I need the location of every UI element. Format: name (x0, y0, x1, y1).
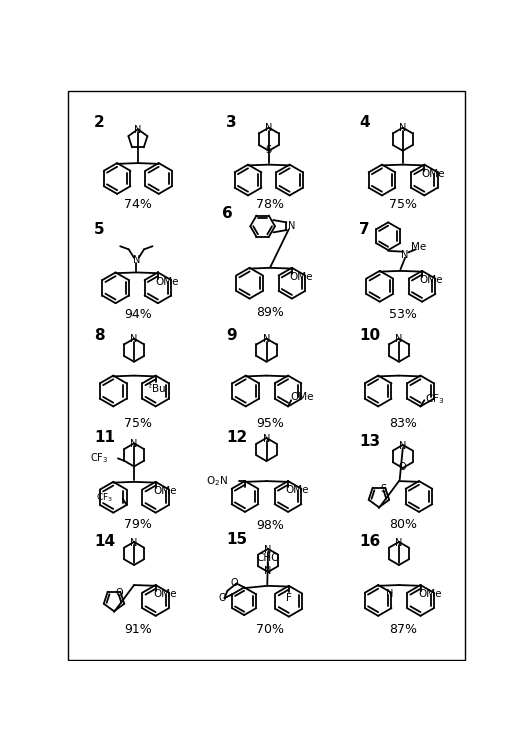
Text: 4: 4 (359, 114, 370, 130)
Text: OMe: OMe (153, 589, 177, 600)
Text: O: O (399, 462, 407, 473)
Text: 10: 10 (359, 328, 380, 343)
Text: CHO: CHO (256, 553, 280, 563)
Text: N: N (133, 255, 140, 265)
Text: N: N (395, 334, 402, 345)
Text: 14: 14 (94, 534, 115, 549)
Text: 95%: 95% (256, 417, 284, 430)
Text: N: N (395, 538, 402, 548)
Text: OMe: OMe (155, 276, 179, 287)
Text: 74%: 74% (124, 198, 152, 211)
Text: CF$_3$: CF$_3$ (96, 491, 113, 504)
Text: N: N (263, 434, 270, 444)
Text: S: S (381, 484, 387, 494)
Text: OMe: OMe (422, 169, 445, 179)
Text: 7: 7 (359, 222, 370, 237)
Text: 15: 15 (227, 532, 248, 547)
Text: OMe: OMe (420, 275, 443, 285)
Text: N: N (288, 221, 295, 231)
Text: 2: 2 (94, 114, 105, 130)
Text: 75%: 75% (389, 198, 417, 211)
Text: 83%: 83% (389, 417, 417, 430)
Text: N: N (131, 538, 138, 548)
Text: CF$_3$: CF$_3$ (425, 392, 444, 406)
Text: 16: 16 (359, 534, 380, 549)
Text: 91%: 91% (124, 623, 152, 636)
Text: 13: 13 (359, 434, 380, 449)
Text: N: N (265, 123, 272, 134)
Text: O: O (218, 593, 226, 603)
Text: N: N (264, 545, 272, 554)
Text: 11: 11 (94, 430, 115, 446)
Text: 8: 8 (94, 328, 105, 343)
Text: N: N (264, 566, 272, 576)
Text: OMe: OMe (290, 392, 314, 402)
Text: 80%: 80% (389, 518, 417, 531)
Text: 79%: 79% (124, 518, 152, 531)
Text: 75%: 75% (124, 417, 152, 430)
Text: F: F (286, 593, 292, 603)
Text: N: N (386, 588, 394, 599)
Text: 78%: 78% (256, 198, 284, 211)
Text: Me: Me (411, 242, 426, 252)
Text: 12: 12 (227, 430, 248, 446)
Text: N: N (263, 334, 270, 345)
Text: N: N (399, 441, 407, 451)
Text: 5: 5 (94, 222, 105, 237)
Text: 6: 6 (222, 207, 232, 221)
Text: 89%: 89% (256, 306, 284, 319)
Text: N: N (134, 125, 141, 135)
Text: 53%: 53% (389, 308, 417, 320)
Text: 98%: 98% (256, 519, 284, 532)
Text: O$_2$N: O$_2$N (206, 474, 228, 488)
Text: CF$_3$: CF$_3$ (90, 452, 109, 465)
Text: 70%: 70% (256, 623, 284, 636)
Text: N: N (399, 123, 407, 134)
Text: N: N (401, 250, 409, 260)
Text: N: N (131, 334, 138, 345)
Text: 9: 9 (227, 328, 237, 343)
Text: O: O (230, 579, 238, 588)
Text: O: O (115, 588, 123, 598)
Text: 3: 3 (227, 114, 237, 130)
Text: 87%: 87% (389, 623, 417, 636)
Text: OMe: OMe (418, 589, 441, 600)
Text: 94%: 94% (124, 308, 152, 320)
Text: OMe: OMe (285, 485, 309, 496)
Text: S: S (266, 145, 272, 155)
Text: OMe: OMe (153, 486, 177, 496)
Text: OMe: OMe (290, 272, 313, 282)
Text: N: N (131, 439, 138, 449)
Text: $^t$Bu: $^t$Bu (148, 381, 166, 395)
